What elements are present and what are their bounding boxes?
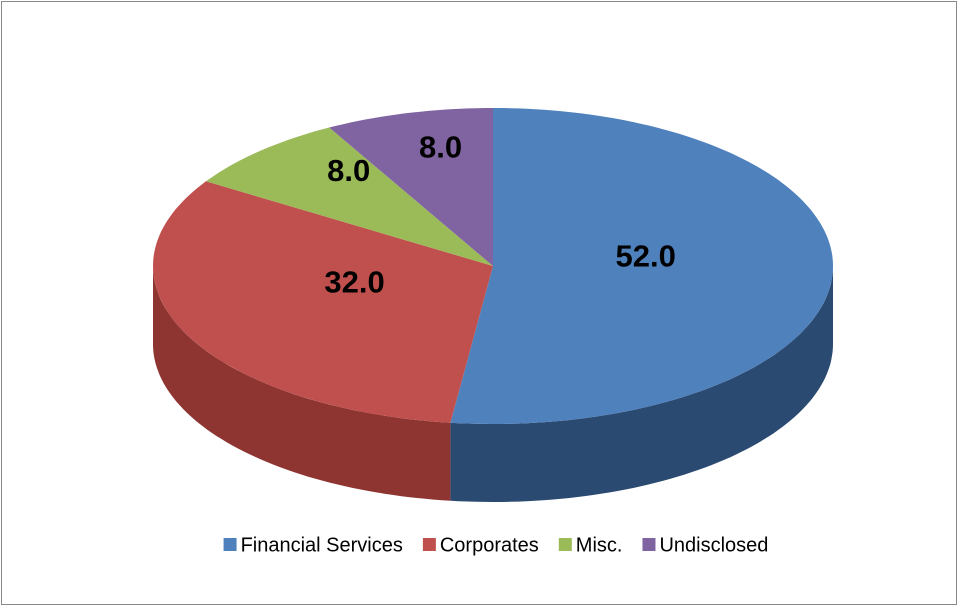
slice [205, 127, 493, 266]
slice [153, 181, 493, 423]
legend-swatch [422, 538, 436, 551]
slice-side [450, 266, 833, 502]
slice [329, 108, 493, 266]
value-label: 8.0 [419, 129, 462, 164]
value-label: 52.0 [616, 239, 676, 274]
legend-swatch [558, 538, 572, 551]
legend-label: Misc. [576, 534, 623, 556]
legend-swatch [642, 538, 656, 551]
value-label: 32.0 [324, 264, 384, 299]
slice-side [153, 266, 451, 501]
legend-swatch [223, 538, 237, 551]
legend-label: Corporates [440, 534, 539, 556]
value-label: 8.0 [327, 153, 370, 188]
slice [450, 108, 833, 424]
legend-label: Financial Services [241, 534, 403, 556]
legend-label: Undisclosed [659, 534, 768, 556]
